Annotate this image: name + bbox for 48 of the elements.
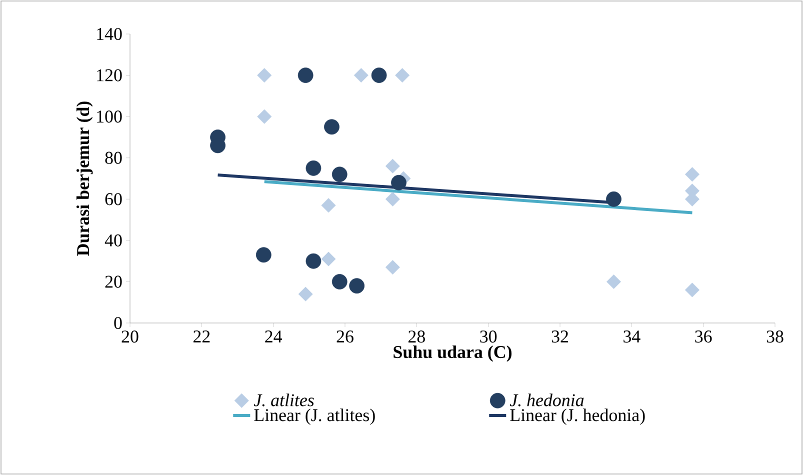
x-tick-label: 24	[265, 330, 282, 342]
x-tick-label: 32	[552, 330, 568, 343]
point	[257, 68, 272, 83]
point	[306, 253, 322, 269]
y-tick-label: 40	[104, 234, 122, 246]
point	[606, 274, 622, 289]
legend-label: J. hedonia	[510, 394, 584, 406]
x-tick-label: 30	[480, 330, 497, 343]
point	[298, 68, 314, 83]
x-tick-label: 38	[766, 330, 784, 343]
point	[321, 252, 336, 266]
point	[354, 68, 368, 83]
y-axis-title: Durasi berjemur (d)	[76, 102, 93, 256]
point	[684, 282, 700, 298]
point	[298, 286, 313, 302]
y-tick-label: 0	[114, 316, 122, 330]
x-tick-label: 34	[624, 330, 640, 343]
x-tick-label: 28	[408, 330, 425, 343]
point	[332, 166, 348, 182]
x-axis-title: Suhu udara (C)	[394, 345, 512, 362]
x-tick-label: 22	[193, 330, 210, 342]
legend-label: J. atlites	[254, 394, 314, 406]
legend-label: Linear (J. hedonia)	[510, 408, 645, 425]
point	[349, 278, 365, 294]
point	[371, 68, 387, 83]
y-tick-label: 80	[105, 152, 122, 164]
y-tick-label: 100	[97, 110, 122, 123]
x-tick-label: 26	[336, 330, 354, 343]
point	[391, 174, 406, 190]
point	[321, 198, 336, 213]
y-tick-label: 60	[105, 193, 122, 206]
point	[332, 274, 348, 290]
point	[385, 192, 400, 206]
x-tick-label: 20	[122, 330, 138, 343]
point	[324, 119, 340, 135]
point	[385, 158, 400, 174]
point	[256, 247, 272, 263]
point	[395, 68, 410, 83]
point	[606, 191, 622, 207]
point	[385, 260, 400, 275]
x-tick-label: 36	[695, 330, 712, 343]
y-tick-label: 140	[97, 28, 122, 40]
point	[684, 167, 700, 182]
point	[257, 109, 272, 124]
y-tick-label: 20	[105, 276, 122, 288]
point	[306, 160, 322, 176]
y-tick-label: 120	[97, 69, 122, 82]
legend-label: Linear (J. atlites)	[254, 408, 375, 425]
